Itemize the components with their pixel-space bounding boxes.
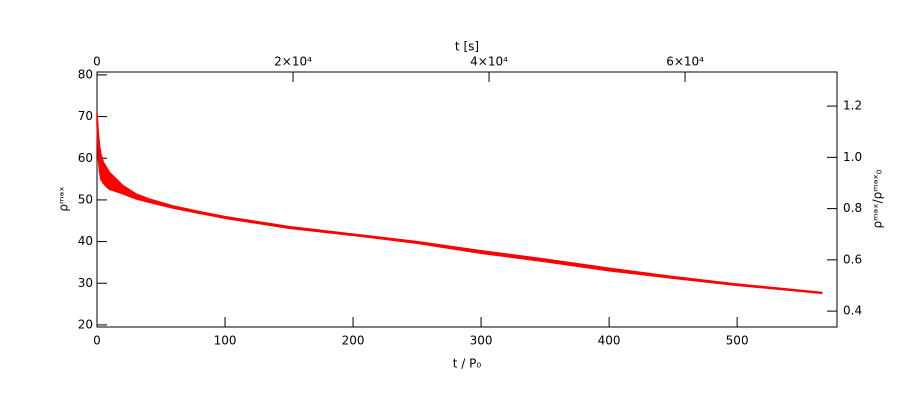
data-band [96, 112, 823, 295]
y-tick-label: 40 [78, 234, 93, 248]
right-tick-label: 1.2 [843, 99, 862, 113]
y-axis-title: ρᵐᵃˣ [57, 186, 71, 211]
plot-frame [96, 71, 838, 328]
x-tick-label: 200 [342, 334, 365, 348]
top-axis-title: t [s] [455, 40, 479, 54]
top-tick-label: 2×10⁴ [274, 55, 312, 69]
top-tick-label: 6×10⁴ [666, 55, 704, 69]
x-tick-label: 0 [93, 334, 101, 348]
x-axis-title: t / P₀ [453, 357, 482, 371]
y-tick-label: 60 [78, 151, 93, 165]
right-axis-title: ρᵐᵃˣ/ρᵐᵃˣ₀ [871, 169, 885, 228]
right-tick-label: 0.8 [843, 201, 862, 215]
x-tick-label: 400 [598, 334, 621, 348]
y-tick-label: 70 [78, 109, 93, 123]
x-tick-label: 500 [726, 334, 749, 348]
y-tick-label: 20 [78, 317, 93, 331]
x-tick-label: 300 [470, 334, 493, 348]
y-tick-label: 80 [78, 67, 93, 81]
right-tick-label: 0.6 [843, 252, 862, 266]
top-tick-label: 0 [93, 55, 101, 69]
y-tick-label: 50 [78, 192, 93, 206]
right-tick-label: 0.4 [843, 304, 862, 318]
top-tick-label: 4×10⁴ [470, 55, 508, 69]
right-tick-label: 1.0 [843, 150, 862, 164]
x-tick-label: 100 [214, 334, 237, 348]
y-tick-label: 30 [78, 276, 93, 290]
